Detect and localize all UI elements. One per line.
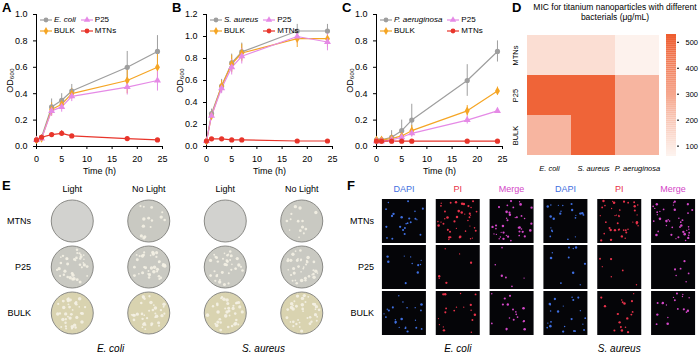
svg-text:5: 5 — [59, 154, 64, 164]
svg-text:E. coli: E. coli — [444, 343, 472, 354]
svg-text:10: 10 — [82, 154, 92, 164]
html-text:MIC for titanium nanoparticles: MIC for titanium nanoparticles with diff… — [533, 2, 697, 22]
html-text:P25: P25 — [94, 15, 109, 24]
html-text:MTNs: MTNs — [94, 26, 117, 35]
svg-text:0.6: 0.6 — [185, 75, 198, 85]
svg-text:0.2: 0.2 — [15, 115, 28, 125]
svg-text:25: 25 — [327, 154, 337, 164]
svg-text:0: 0 — [374, 154, 379, 164]
svg-text:DAPI: DAPI — [555, 184, 576, 194]
svg-text:1.0: 1.0 — [185, 31, 198, 41]
svg-text:0.0: 0.0 — [185, 141, 198, 151]
svg-text:0.4: 0.4 — [15, 89, 28, 99]
svg-text:1.2: 1.2 — [185, 9, 198, 19]
svg-text:P25: P25 — [15, 262, 31, 272]
svg-text:No Light: No Light — [132, 184, 166, 194]
svg-text:10: 10 — [422, 154, 432, 164]
svg-text:PI: PI — [615, 184, 624, 194]
svg-text:Time (h): Time (h) — [423, 166, 456, 176]
svg-text:Light: Light — [62, 184, 82, 194]
html-text:P. aeruginosa: P. aeruginosa — [394, 15, 443, 24]
html-text:B: B — [172, 0, 182, 15]
svg-text:BULK: BULK — [350, 308, 374, 318]
svg-text:No Light: No Light — [285, 184, 319, 194]
svg-text:DAPI: DAPI — [393, 184, 414, 194]
html-text:D: D — [512, 0, 522, 15]
svg-text:1.0: 1.0 — [355, 9, 368, 19]
svg-text:P25: P25 — [511, 89, 520, 102]
svg-text:P25: P25 — [358, 262, 374, 272]
svg-text:5: 5 — [229, 154, 234, 164]
html-text:BULK: BULK — [224, 26, 245, 35]
html-text:P25: P25 — [277, 15, 292, 24]
html-text:MTNs: MTNs — [277, 26, 299, 35]
html-text:C: C — [342, 0, 352, 15]
svg-text:10: 10 — [252, 154, 262, 164]
svg-text:500: 500 — [686, 38, 699, 47]
svg-text:S. aureus: S. aureus — [242, 343, 285, 354]
svg-text:200: 200 — [686, 116, 699, 125]
svg-text:0.8: 0.8 — [355, 36, 368, 46]
html-text:BULK: BULK — [54, 26, 75, 35]
svg-text:MTNs: MTNs — [7, 216, 31, 226]
svg-text:S. aureus: S. aureus — [598, 343, 641, 354]
svg-text:0.8: 0.8 — [15, 36, 28, 46]
svg-text:E. coli: E. coli — [97, 343, 125, 354]
svg-text:15: 15 — [277, 154, 287, 164]
svg-text:0.6: 0.6 — [15, 62, 28, 72]
html-text:S. aureus: S. aureus — [224, 15, 259, 24]
svg-text:MTNs: MTNs — [511, 45, 520, 65]
svg-text:E. coli: E. coli — [539, 164, 560, 173]
html-text:MTNs: MTNs — [461, 26, 483, 35]
svg-text:0.6: 0.6 — [355, 62, 368, 72]
html-text:P25: P25 — [461, 15, 476, 24]
svg-text:15: 15 — [447, 154, 457, 164]
svg-text:Merge: Merge — [499, 184, 525, 194]
svg-text:25: 25 — [157, 154, 167, 164]
svg-text:20: 20 — [472, 154, 482, 164]
svg-text:0.2: 0.2 — [355, 115, 368, 125]
html-text:E: E — [2, 178, 11, 193]
svg-text:Light: Light — [215, 184, 235, 194]
svg-text:0: 0 — [204, 154, 209, 164]
svg-text:20: 20 — [302, 154, 312, 164]
svg-text:P. aeruginosa: P. aeruginosa — [615, 164, 660, 173]
svg-text:Merge: Merge — [660, 184, 686, 194]
svg-text:0: 0 — [34, 154, 39, 164]
html-text:E. coli: E. coli — [54, 15, 76, 24]
svg-text:Time (h): Time (h) — [253, 166, 286, 176]
svg-text:OD₆₀₀: OD₆₀₀ — [345, 68, 355, 93]
svg-text:Time (h): Time (h) — [83, 166, 116, 176]
svg-text:0.0: 0.0 — [355, 141, 368, 151]
html-text:A: A — [2, 0, 12, 15]
svg-text:400: 400 — [686, 64, 699, 73]
svg-text:100: 100 — [686, 142, 699, 151]
svg-text:25: 25 — [497, 154, 507, 164]
svg-text:5: 5 — [399, 154, 404, 164]
svg-text:MTNs: MTNs — [350, 216, 374, 226]
svg-text:0.0: 0.0 — [15, 141, 28, 151]
svg-text:300: 300 — [686, 90, 699, 99]
html-text:BULK: BULK — [394, 26, 415, 35]
svg-text:0.8: 0.8 — [185, 53, 198, 63]
svg-text:0.4: 0.4 — [355, 89, 368, 99]
svg-text:S. aureus: S. aureus — [577, 164, 609, 173]
svg-text:BULK: BULK — [511, 126, 520, 146]
svg-text:BULK: BULK — [7, 308, 31, 318]
svg-text:0.2: 0.2 — [185, 119, 198, 129]
svg-text:PI: PI — [453, 184, 462, 194]
svg-text:20: 20 — [132, 154, 142, 164]
svg-text:OD₆₀₀: OD₆₀₀ — [5, 68, 15, 93]
svg-text:1.0: 1.0 — [15, 9, 28, 19]
svg-text:OD₆₀₀: OD₆₀₀ — [175, 68, 185, 93]
svg-text:0.4: 0.4 — [185, 97, 198, 107]
svg-text:15: 15 — [107, 154, 117, 164]
html-text:F: F — [347, 178, 355, 193]
